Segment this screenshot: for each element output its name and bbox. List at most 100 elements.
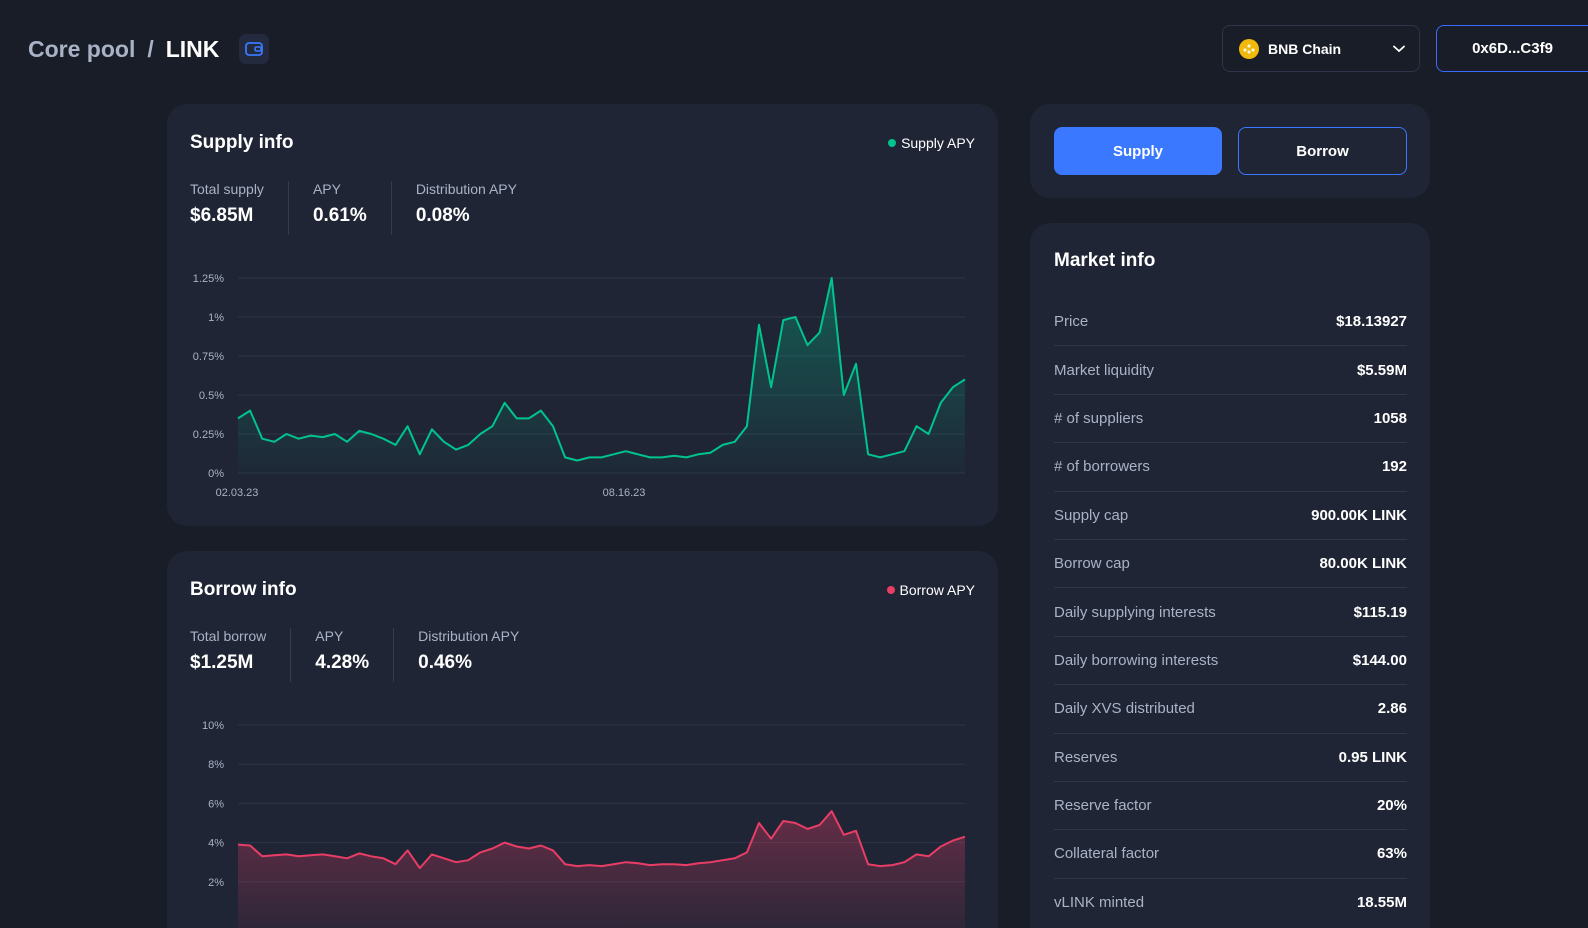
market-info-label: Supply cap bbox=[1054, 506, 1129, 524]
stat-value: 0.08% bbox=[415, 205, 470, 226]
market-info-value: $18.13927 bbox=[1336, 313, 1407, 331]
market-info-value: $144.00 bbox=[1352, 651, 1407, 669]
stat-label: APY bbox=[315, 628, 344, 644]
market-info-value: 1058 bbox=[1373, 409, 1407, 427]
stat-label: Distribution APY bbox=[418, 628, 520, 644]
market-info-label: Reserve factor bbox=[1054, 797, 1152, 815]
series-area bbox=[238, 811, 965, 928]
market-info-row: Price $18.13927 bbox=[1054, 298, 1407, 347]
supply-button[interactable]: Supply bbox=[1054, 127, 1222, 175]
chevron-down-icon bbox=[1393, 45, 1405, 52]
action-card: Supply Borrow bbox=[1030, 104, 1430, 198]
market-info-row: Reserves 0.95 LINK bbox=[1054, 734, 1407, 782]
y-tick-label: 2% bbox=[208, 877, 224, 889]
market-info-value: $115.19 bbox=[1353, 603, 1407, 621]
market-info-value: 2.86 bbox=[1377, 700, 1407, 718]
chain-name: BNB Chain bbox=[1268, 40, 1342, 57]
x-tick-label: 08.16.23 bbox=[603, 487, 646, 499]
wallet-icon bbox=[245, 42, 264, 56]
market-info-row: Reserve factor 20% bbox=[1054, 782, 1407, 831]
add-token-to-wallet-button[interactable] bbox=[239, 34, 270, 64]
market-info-title: Market info bbox=[1054, 250, 1156, 271]
market-info-label: Daily XVS distributed bbox=[1054, 700, 1195, 718]
supply-apy-legend: Supply APY bbox=[888, 135, 975, 151]
borrow-info-title: Borrow info bbox=[190, 579, 297, 600]
borrow-stat-total: Total borrow $1.25M bbox=[190, 628, 292, 682]
market-info-card: Market info Price $18.13927 Market liquidi… bbox=[1030, 223, 1430, 928]
market-info-label: # of suppliers bbox=[1054, 409, 1144, 427]
breadcrumb-pool-link[interactable]: Core pool bbox=[28, 35, 136, 62]
borrow-stat-distribution-apy: Distribution APY 0.46% bbox=[418, 628, 543, 682]
market-info-row: vLINK minted 18.55M bbox=[1054, 879, 1407, 927]
breadcrumb-asset: LINK bbox=[165, 35, 220, 62]
y-tick-label: 0.25% bbox=[193, 429, 224, 441]
market-info-value: 20% bbox=[1376, 797, 1407, 815]
stat-value: $1.25M bbox=[190, 652, 254, 673]
market-info-label: Market liquidity bbox=[1054, 361, 1155, 379]
bnb-chain-icon bbox=[1239, 38, 1259, 59]
supply-stat-distribution-apy: Distribution APY 0.08% bbox=[416, 181, 541, 235]
market-info-row: Daily supplying interests $115.19 bbox=[1054, 588, 1407, 637]
supply-apy-chart[interactable]: 0% 0.25% 0.5% 0.75% 1% 1.25% 02.03.23 08.16.23 bbox=[167, 264, 998, 514]
borrow-button[interactable]: Borrow bbox=[1238, 127, 1407, 175]
borrow-stat-apy: APY 4.28% bbox=[315, 628, 395, 682]
x-tick-label: 02.03.23 bbox=[216, 487, 259, 499]
breadcrumb-separator: / bbox=[147, 35, 154, 62]
borrow-apy-legend: Borrow APY bbox=[886, 582, 975, 598]
supply-legend-label: Supply APY bbox=[901, 135, 975, 151]
market-info-value: $5.59M bbox=[1356, 361, 1407, 379]
page-header: Core pool / LINK BNB Chain 0x6D...C3f9 bbox=[0, 0, 1588, 96]
y-tick-label: 10% bbox=[202, 720, 224, 732]
market-info-value: 0.95 LINK bbox=[1338, 748, 1407, 766]
stat-value: 0.46% bbox=[418, 652, 473, 673]
y-tick-label: 0% bbox=[208, 468, 224, 480]
wallet-address-button[interactable]: 0x6D...C3f9 bbox=[1436, 25, 1588, 72]
market-info-label: Borrow cap bbox=[1054, 555, 1130, 573]
market-info-row: # of borrowers 192 bbox=[1054, 443, 1407, 492]
market-info-row: Borrow cap 80.00K LINK bbox=[1054, 540, 1407, 589]
supply-stat-apy: APY 0.61% bbox=[313, 181, 392, 235]
market-info-row: Market liquidity $5.59M bbox=[1054, 346, 1407, 395]
y-tick-label: 4% bbox=[208, 838, 224, 850]
supply-info-card: Supply info Supply APY Total supply $6.8… bbox=[167, 104, 998, 526]
y-tick-label: 1% bbox=[208, 312, 224, 324]
y-tick-label: 8% bbox=[208, 759, 224, 771]
borrow-info-card: Borrow info Borrow APY Total borrow $1.2… bbox=[167, 551, 998, 928]
stat-label: Total borrow bbox=[190, 628, 267, 644]
market-info-row: Supply cap 900.00K LINK bbox=[1054, 492, 1407, 540]
market-info-label: vLINK minted bbox=[1054, 894, 1145, 912]
stat-value: 0.61% bbox=[312, 205, 367, 226]
market-info-label: Collateral factor bbox=[1054, 845, 1160, 863]
borrow-apy-chart[interactable]: 2% 4% 6% 8% 10% bbox=[167, 711, 998, 928]
chain-selector[interactable]: BNB Chain bbox=[1222, 25, 1420, 72]
market-info-value: 80.00K LINK bbox=[1319, 555, 1407, 573]
market-info-value: 18.55M bbox=[1356, 894, 1407, 912]
series-line bbox=[237, 810, 966, 870]
market-info-value: 192 bbox=[1381, 458, 1407, 476]
stat-value: $6.85M bbox=[190, 205, 254, 226]
market-info-label: Daily borrowing interests bbox=[1054, 651, 1219, 669]
borrow-legend-dot bbox=[886, 586, 895, 594]
market-info-row: Collateral factor 63% bbox=[1054, 830, 1407, 879]
market-info-list: Price $18.13927 Market liquidity $5.59M # of… bbox=[1054, 298, 1407, 927]
breadcrumb: Core pool / LINK bbox=[28, 34, 270, 64]
market-info-value: 63% bbox=[1376, 845, 1407, 863]
market-info-label: Daily supplying interests bbox=[1054, 603, 1216, 621]
y-tick-label: 6% bbox=[208, 798, 224, 810]
market-info-row: # of suppliers 1058 bbox=[1054, 395, 1407, 444]
y-tick-label: 0.5% bbox=[199, 390, 224, 402]
stat-label: APY bbox=[312, 181, 341, 197]
supply-info-title: Supply info bbox=[190, 132, 294, 153]
market-info-row: Daily XVS distributed 2.86 bbox=[1054, 685, 1407, 734]
market-info-label: Reserves bbox=[1054, 748, 1118, 766]
market-info-value: 900.00K LINK bbox=[1311, 506, 1407, 524]
series-line bbox=[237, 277, 966, 462]
market-info-row: Daily borrowing interests $144.00 bbox=[1054, 637, 1407, 686]
supply-stats: Total supply $6.85M APY 0.61% Distributi… bbox=[190, 181, 565, 235]
y-tick-label: 1.25% bbox=[193, 273, 224, 285]
borrow-legend-label: Borrow APY bbox=[899, 582, 975, 598]
y-tick-label: 0.75% bbox=[193, 351, 224, 363]
market-info-label: Price bbox=[1054, 313, 1089, 331]
stat-label: Total supply bbox=[190, 181, 264, 197]
supply-stat-total: Total supply $6.85M bbox=[190, 181, 289, 235]
